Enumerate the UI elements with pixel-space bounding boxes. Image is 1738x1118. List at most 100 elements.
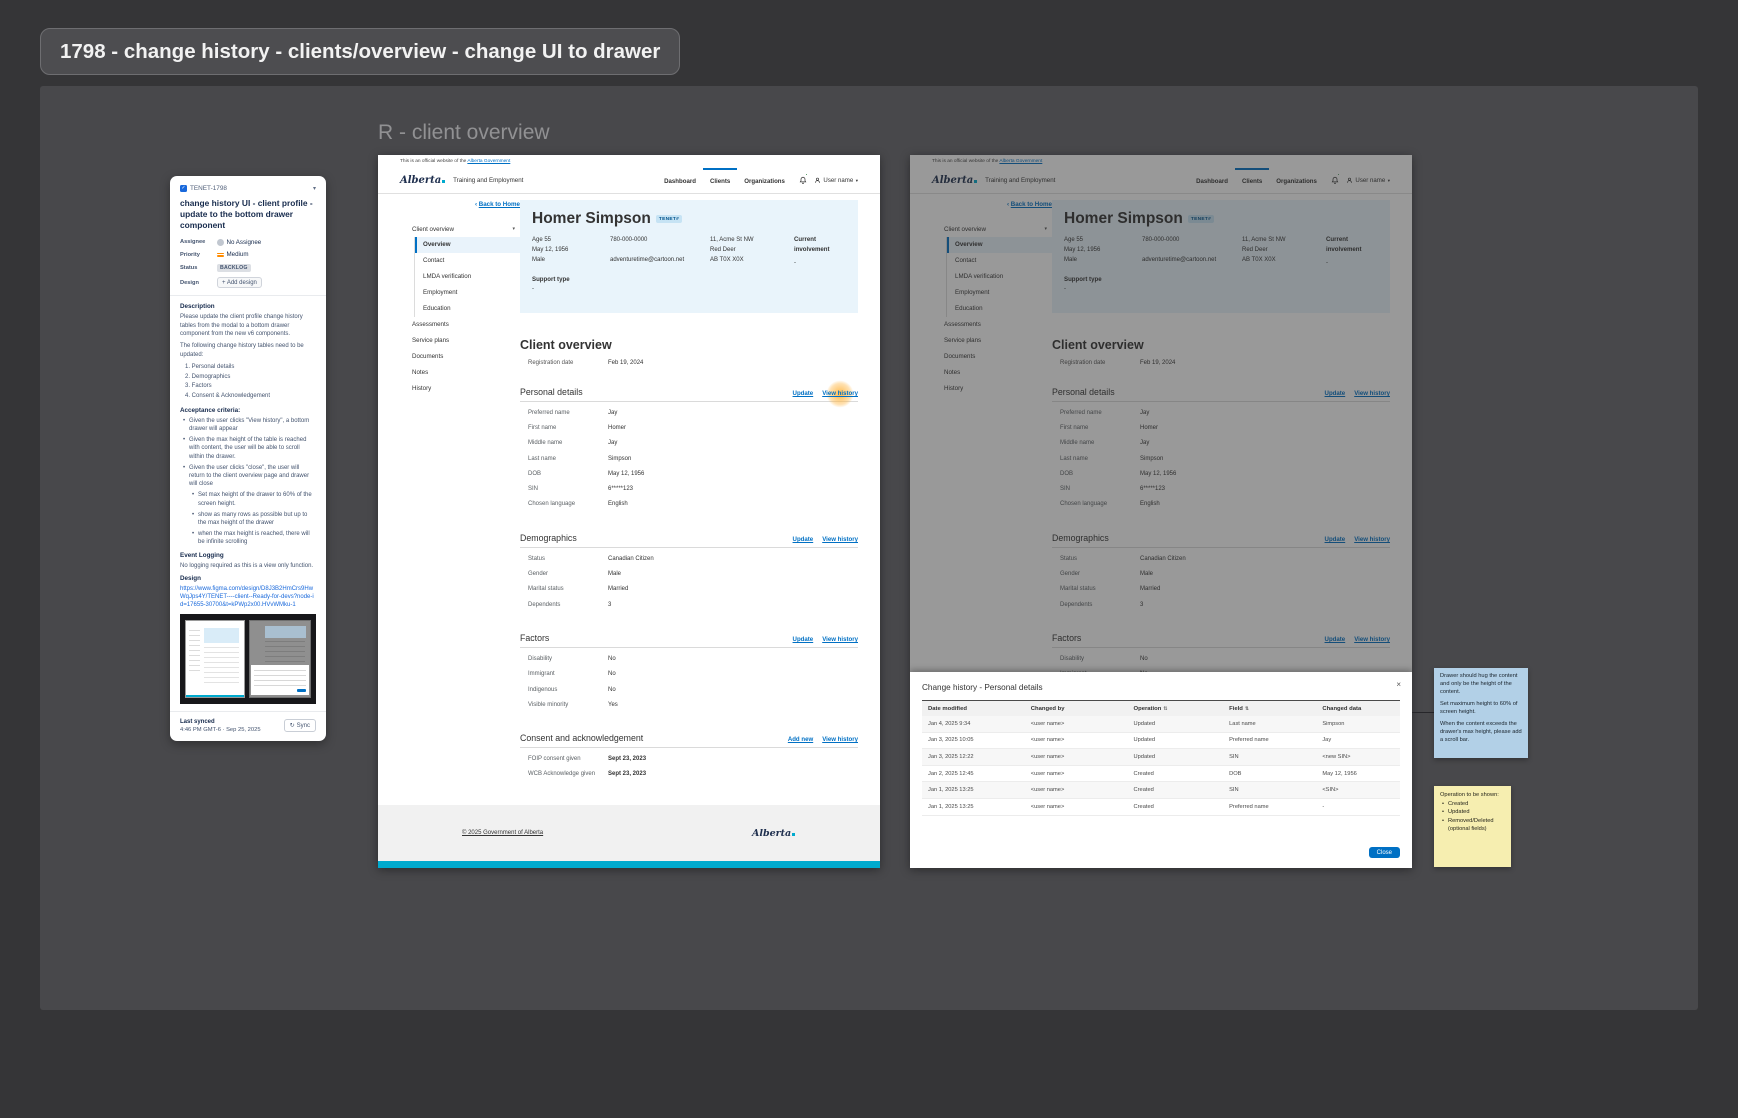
update-link[interactable]: Update <box>1324 636 1346 644</box>
gov-banner-link[interactable]: Alberta Government <box>999 159 1043 164</box>
logo-square-icon <box>792 832 795 836</box>
add-new-link[interactable]: Add new <box>787 736 814 744</box>
description-intro: Please update the client profile change … <box>180 314 303 338</box>
ticket-key[interactable]: TENET-1798 <box>190 185 227 192</box>
status-badge[interactable]: BACKLOG <box>217 263 251 272</box>
client-main: Homer Simpson TENET# Age 55 May 12, 1956… <box>1052 200 1390 782</box>
view-history-link[interactable]: View history <box>1354 636 1390 644</box>
page-title: Client overview <box>520 338 612 352</box>
close-button[interactable]: Close <box>1368 847 1400 858</box>
section-factors: Factors Update View history Disability No… <box>520 633 858 712</box>
section-title: Demographics <box>520 533 577 544</box>
sidebar-item[interactable]: Contact <box>955 257 977 264</box>
copyright-link[interactable]: © 2025 Government of Alberta <box>462 830 544 836</box>
sidebar-item[interactable]: Employment <box>955 289 990 296</box>
update-link[interactable]: Update <box>792 536 814 544</box>
alberta-footer-logo: Alberta <box>752 828 795 839</box>
nav-organizations[interactable]: Organizations <box>744 178 785 185</box>
sidebar-group-client-overview[interactable]: Client overview ▾ <box>944 225 1047 233</box>
sidebar-item[interactable]: Employment <box>423 289 458 296</box>
field-row: FOIP consent given Sept 23, 2023 <box>520 751 858 766</box>
design-thumbnail-2[interactable] <box>249 620 311 699</box>
acceptance-item: Given the user clicks "View history", a … <box>183 417 316 434</box>
view-history-link[interactable]: View history <box>1354 536 1390 544</box>
view-history-link[interactable]: View history <box>822 536 858 544</box>
sidebar-item[interactable]: Assessments <box>944 321 981 328</box>
sidebar-item[interactable]: Notes <box>944 369 961 376</box>
view-history-link[interactable]: View history <box>822 636 858 644</box>
sidebar-item[interactable]: Service plans <box>412 337 450 344</box>
sidebar-item[interactable]: Education <box>955 305 983 312</box>
app-screenshot-dimmed: This is an official website of the Alber… <box>910 155 1412 868</box>
top-nav: Dashboard Clients Organizations User nam… <box>1189 168 1390 193</box>
description-list-item: 2. Demographics <box>185 373 231 380</box>
acceptance-subitem: Set max height of the drawer to 60% of t… <box>192 491 316 508</box>
field-label: Disability <box>528 655 553 662</box>
sidebar-item[interactable]: Overview <box>415 237 520 253</box>
update-link[interactable]: Update <box>792 636 814 644</box>
acceptance-sublist: Set max height of the drawer to 60% of t… <box>180 491 316 546</box>
chevron-down-icon: ▾ <box>1044 226 1047 232</box>
nav-organizations[interactable]: Organizations <box>1276 178 1317 185</box>
cell-changed-data: May 12, 1956 <box>1322 770 1357 777</box>
field-label: Marital status <box>528 586 564 593</box>
chevron-down-icon[interactable]: ▾ <box>312 186 316 192</box>
client-name-row: Homer Simpson TENET# <box>1064 210 1378 228</box>
client-info-grid: Age 55 May 12, 1956 Male 780-000-0000 ad… <box>1064 235 1378 268</box>
view-history-link[interactable]: View history <box>822 390 858 397</box>
cell-changed-data: Simpson <box>1322 720 1345 727</box>
sidebar-group-client-overview[interactable]: Client overview ▾ <box>412 225 515 233</box>
sidebar-item[interactable]: History <box>412 385 432 392</box>
sidebar-item[interactable]: Overview <box>947 237 1052 253</box>
nav-dashboard[interactable]: Dashboard <box>1196 178 1228 185</box>
figma-link[interactable]: https://www.figma.com/design/D8J3B2HmCrs… <box>180 585 314 609</box>
sidebar-item[interactable]: Documents <box>944 353 976 360</box>
sidebar-item[interactable]: LMDA verification <box>423 273 472 280</box>
back-to-home-link[interactable]: ‹ Back to Home <box>474 201 520 208</box>
view-history-link[interactable]: View history <box>822 736 858 744</box>
registration-label: Registration date <box>528 360 574 366</box>
notifications-bell-icon[interactable] <box>799 168 808 193</box>
description-list-intro: The following change history tables need… <box>180 343 304 358</box>
section-demographics: Demographics Update View history Status C… <box>520 533 858 612</box>
field-value: Jay <box>1140 409 1150 416</box>
user-menu[interactable]: User name ▾ <box>814 168 858 193</box>
client-gender: Male <box>532 257 546 263</box>
sidebar-item[interactable]: History <box>944 385 964 392</box>
update-link[interactable]: Update <box>792 390 814 397</box>
app-brand: Training and Employment <box>985 177 1056 184</box>
field-row: First name Homer <box>520 420 858 435</box>
demographics-rows: Status Canadian Citizen Gender Male Marital … <box>1052 551 1390 612</box>
sidebar-item[interactable]: Service plans <box>944 337 982 344</box>
field-label: WCB Acknowledge given <box>528 771 596 778</box>
nav-clients[interactable]: Clients <box>1234 168 1270 193</box>
logo-square-icon <box>442 179 446 183</box>
field-value: Married <box>1140 586 1161 593</box>
update-link[interactable]: Update <box>1324 390 1346 397</box>
sync-button[interactable]: ↻ Sync <box>283 719 316 733</box>
client-address-3: AB T0X X0X <box>1242 257 1276 263</box>
sidebar-item[interactable]: Assessments <box>412 321 449 328</box>
user-menu[interactable]: User name ▾ <box>1346 168 1390 193</box>
close-icon[interactable]: × <box>1396 680 1401 689</box>
gov-banner-link[interactable]: Alberta Government <box>467 159 511 164</box>
back-to-home-link[interactable]: ‹ Back to Home <box>1006 201 1052 208</box>
page-title: Client overview <box>1052 338 1144 352</box>
notifications-bell-icon[interactable] <box>1331 168 1340 193</box>
nav-clients[interactable]: Clients <box>702 168 738 193</box>
field-row: SIN 6*****123 <box>520 481 858 496</box>
update-link[interactable]: Update <box>1324 536 1346 544</box>
view-history-link[interactable]: View history <box>1354 390 1390 397</box>
sidebar-item[interactable]: Documents <box>412 353 444 360</box>
design-thumbnail-1[interactable] <box>185 620 246 699</box>
nav-dashboard[interactable]: Dashboard <box>664 178 696 185</box>
sidebar-item[interactable]: Contact <box>423 257 445 264</box>
col-operation[interactable]: Operation ⇅ <box>1128 706 1224 712</box>
add-design-button[interactable]: + Add design <box>217 277 262 289</box>
col-field[interactable]: Field ⇅ <box>1223 706 1316 712</box>
sidebar-item[interactable]: Notes <box>412 369 429 376</box>
field-label: Last name <box>528 455 557 462</box>
sidebar-item[interactable]: Education <box>423 305 451 312</box>
section-label: R - client overview <box>378 121 550 144</box>
sidebar-item[interactable]: LMDA verification <box>955 273 1004 280</box>
